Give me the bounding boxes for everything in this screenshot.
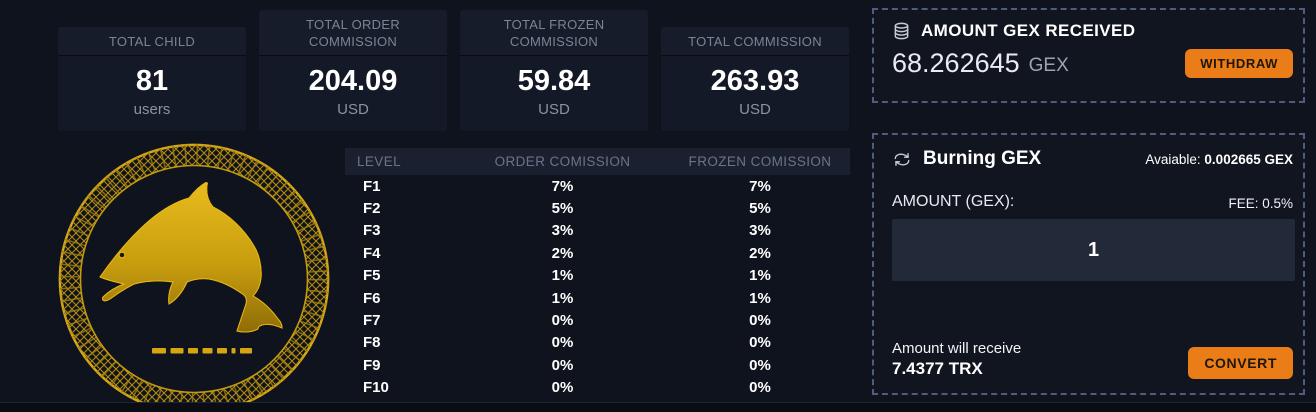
table-cell-order: 5% bbox=[551, 200, 574, 218]
table-cell-order: 1% bbox=[551, 267, 574, 285]
stat-card-unit: USD bbox=[538, 100, 570, 118]
stat-card-title: TOTAL CHILD bbox=[58, 27, 246, 57]
gex-amount-input[interactable] bbox=[892, 219, 1295, 281]
database-icon bbox=[892, 22, 911, 41]
column-header-frozen: FROZEN COMISSION bbox=[688, 154, 832, 169]
dolphin-coin-logo bbox=[56, 141, 334, 412]
stats-row: TOTAL CHILD 81 users TOTAL ORDER COMMISS… bbox=[58, 10, 849, 131]
convert-button[interactable]: CONVERT bbox=[1188, 347, 1293, 379]
dolphin-logo-svg bbox=[58, 143, 330, 412]
stat-card-value: 204.09 bbox=[308, 65, 398, 98]
logo-dashes bbox=[152, 348, 252, 354]
table-cell-level: F1 bbox=[363, 177, 381, 195]
table-cell-order: 7% bbox=[551, 177, 574, 195]
table-row: F7 0% 0% bbox=[345, 309, 850, 331]
stat-card-total-child: TOTAL CHILD 81 users bbox=[58, 27, 246, 131]
table-cell-order: 1% bbox=[551, 289, 574, 307]
stat-card-total-commission: TOTAL COMMISSION 263.93 USD bbox=[661, 27, 849, 131]
table-cell-frozen: 1% bbox=[749, 267, 771, 285]
swap-icon bbox=[892, 151, 912, 168]
table-cell-frozen: 0% bbox=[749, 356, 771, 374]
dolphin-figure bbox=[99, 182, 283, 333]
table-cell-level: F7 bbox=[363, 312, 381, 330]
table-cell-level: F8 bbox=[363, 334, 381, 352]
table-cell-level: F5 bbox=[363, 267, 381, 285]
table-cell-frozen: 0% bbox=[749, 312, 771, 330]
table-cell-frozen: 5% bbox=[749, 200, 771, 218]
stat-card-unit: USD bbox=[739, 100, 771, 118]
available-balance: Avaiable: 0.002665 GEX bbox=[1145, 152, 1293, 167]
table-cell-frozen: 2% bbox=[749, 244, 771, 262]
table-cell-level: F3 bbox=[363, 222, 381, 240]
burning-gex-panel: Burning GEX Avaiable: 0.002665 GEX AMOUN… bbox=[872, 133, 1305, 395]
stat-card-title: TOTAL ORDER COMMISSION bbox=[259, 10, 447, 57]
commission-table-header: LEVEL ORDER COMISSION FROZEN COMISSION bbox=[345, 148, 850, 175]
commission-table-body: F1 7% 7% F2 5% 5% F3 3% 3% F4 2% 2% F5 1% 1% F6 1% 1% F7 0%… bbox=[345, 175, 850, 399]
table-row: F2 5% 5% bbox=[345, 197, 850, 219]
table-cell-order: 0% bbox=[551, 312, 574, 330]
column-header-level: LEVEL bbox=[357, 154, 402, 169]
stat-card-total-frozen-commission: TOTAL FROZEN COMMISSION 59.84 USD bbox=[460, 10, 648, 131]
section-divider-strip bbox=[0, 402, 1316, 412]
stat-card-value: 59.84 bbox=[517, 65, 591, 98]
stat-card-unit: users bbox=[133, 100, 171, 118]
withdraw-button[interactable]: WITHDRAW bbox=[1185, 49, 1293, 78]
table-cell-order: 0% bbox=[551, 356, 574, 374]
table-cell-frozen: 1% bbox=[749, 289, 771, 307]
amount-input-label: AMOUNT (GEX): bbox=[892, 193, 1015, 210]
table-cell-level: F9 bbox=[363, 356, 381, 374]
stat-card-total-order-commission: TOTAL ORDER COMMISSION 204.09 USD bbox=[259, 10, 447, 131]
table-row: F10 0% 0% bbox=[345, 377, 850, 399]
table-row: F3 3% 3% bbox=[345, 220, 850, 242]
column-header-order: ORDER COMISSION bbox=[494, 154, 631, 169]
table-cell-order: 3% bbox=[551, 222, 574, 240]
stat-card-unit: USD bbox=[337, 100, 369, 118]
receive-label: Amount will receive bbox=[892, 340, 1022, 357]
stat-card-value: 81 bbox=[135, 65, 169, 98]
table-cell-frozen: 0% bbox=[749, 379, 771, 397]
table-row: F9 0% 0% bbox=[345, 354, 850, 376]
available-value: 0.002665 GEX bbox=[1204, 151, 1293, 167]
table-cell-frozen: 7% bbox=[749, 177, 771, 195]
table-cell-level: F4 bbox=[363, 244, 381, 262]
available-label: Avaiable: bbox=[1145, 151, 1201, 167]
fee-label: FEE: 0.5% bbox=[1228, 196, 1293, 211]
gex-currency-label: GEX bbox=[1028, 54, 1069, 76]
receive-value: 7.4377 TRX bbox=[892, 359, 983, 378]
table-row: F4 2% 2% bbox=[345, 242, 850, 264]
table-row: F8 0% 0% bbox=[345, 332, 850, 354]
stat-card-title: TOTAL FROZEN COMMISSION bbox=[460, 10, 648, 57]
table-cell-order: 2% bbox=[551, 244, 574, 262]
table-cell-level: F6 bbox=[363, 289, 381, 307]
table-row: F6 1% 1% bbox=[345, 287, 850, 309]
amount-gex-received-panel: AMOUNT GEX RECEIVED 68.262645 GEX WITHDR… bbox=[872, 8, 1305, 103]
received-panel-title: AMOUNT GEX RECEIVED bbox=[921, 21, 1136, 40]
table-row: F5 1% 1% bbox=[345, 265, 850, 287]
stat-card-title: TOTAL COMMISSION bbox=[661, 27, 849, 57]
table-row: F1 7% 7% bbox=[345, 175, 850, 197]
stat-card-value: 263.93 bbox=[710, 65, 800, 98]
table-cell-frozen: 0% bbox=[749, 334, 771, 352]
gex-received-amount: 68.262645 bbox=[892, 48, 1020, 78]
table-cell-frozen: 3% bbox=[749, 222, 771, 240]
table-cell-level: F10 bbox=[363, 379, 389, 397]
table-cell-order: 0% bbox=[551, 334, 574, 352]
burning-panel-title: Burning GEX bbox=[923, 148, 1042, 169]
table-cell-order: 0% bbox=[551, 379, 574, 397]
table-cell-level: F2 bbox=[363, 200, 381, 218]
commission-table: LEVEL ORDER COMISSION FROZEN COMISSION F… bbox=[345, 148, 850, 399]
